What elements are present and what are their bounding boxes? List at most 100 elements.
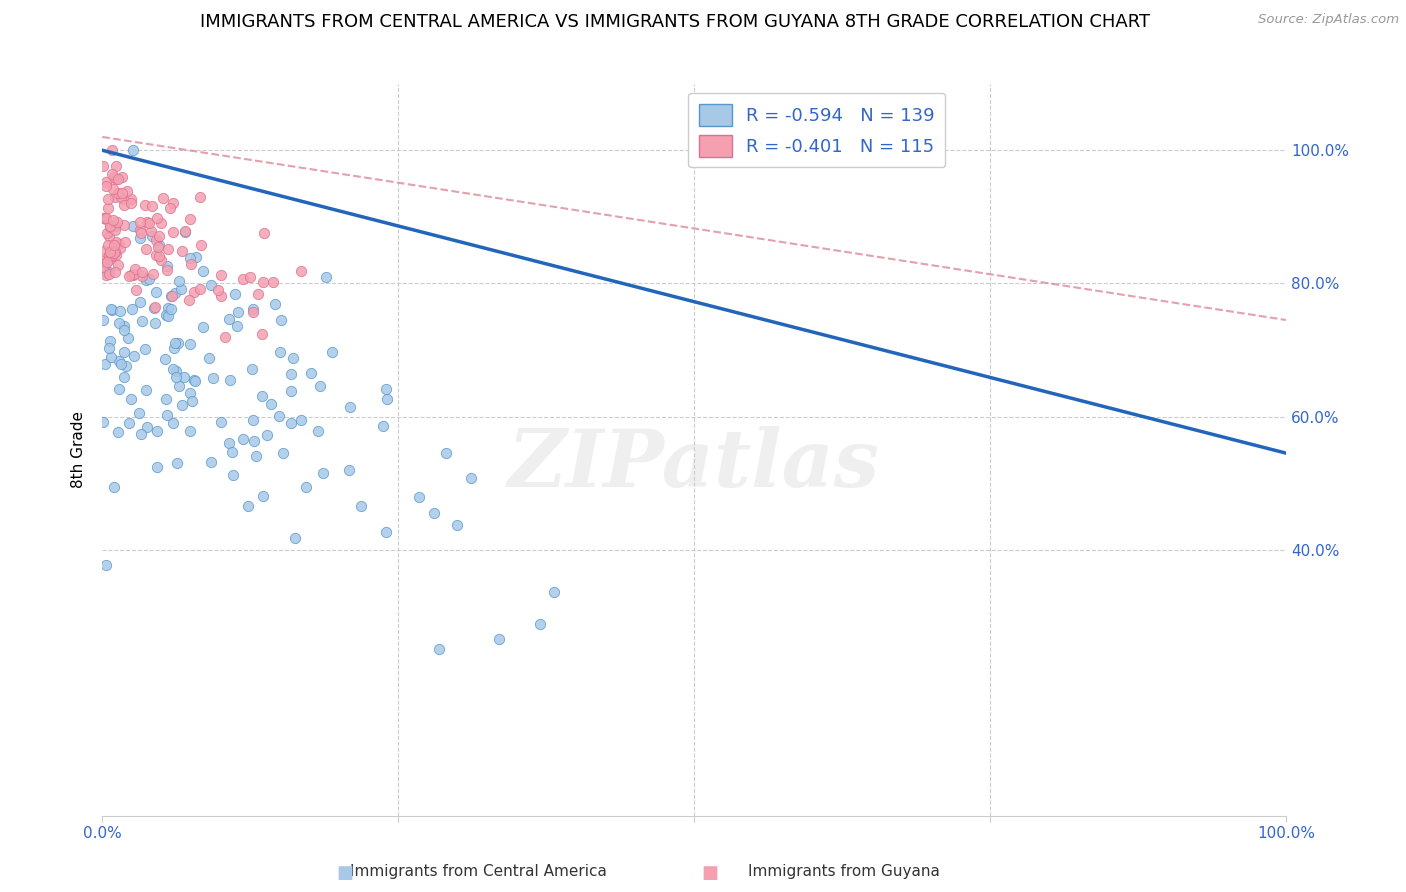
Point (200, 455, 222, 469)
Point (163, 285, 186, 300)
Legend: R = -0.594   N = 139, R = -0.401   N = 115: R = -0.594 N = 139, R = -0.401 N = 115 (689, 93, 945, 168)
Point (218, 436, 240, 450)
Point (159, 201, 181, 215)
Point (98, 252, 121, 266)
Point (221, 445, 243, 459)
Point (100, 248, 122, 262)
Point (101, 249, 124, 263)
Point (242, 305, 264, 319)
Text: Immigrants from Guyana: Immigrants from Guyana (748, 864, 939, 879)
Point (180, 257, 202, 271)
Point (94, 178, 117, 193)
Point (284, 531, 307, 545)
Point (375, 392, 398, 406)
Point (104, 235, 127, 249)
Point (188, 190, 211, 204)
Point (148, 237, 170, 252)
Point (112, 323, 135, 337)
Point (97, 192, 120, 206)
Point (162, 341, 184, 355)
Point (121, 302, 143, 317)
Point (103, 170, 125, 185)
Point (225, 319, 247, 334)
Point (165, 369, 187, 384)
Point (290, 413, 312, 427)
Point (105, 171, 128, 186)
Point (141, 229, 163, 244)
Point (129, 294, 152, 309)
Point (96, 226, 118, 240)
Point (120, 392, 142, 407)
Point (188, 282, 211, 296)
Point (371, 419, 394, 434)
Point (162, 225, 184, 239)
Point (166, 456, 188, 470)
Point (93, 244, 115, 259)
Point (131, 314, 153, 328)
Point (134, 198, 156, 212)
Point (108, 382, 131, 396)
Point (543, 584, 565, 599)
Point (100, 350, 122, 364)
Point (165, 364, 187, 378)
Point (427, 642, 450, 657)
Point (135, 383, 157, 397)
Point (156, 263, 179, 277)
Point (103, 246, 125, 260)
Point (321, 345, 343, 359)
Point (93, 313, 115, 327)
Point (201, 371, 224, 385)
Point (148, 229, 170, 244)
Point (112, 198, 135, 212)
Point (101, 212, 124, 227)
Point (117, 331, 139, 345)
Point (156, 409, 179, 423)
Point (134, 343, 156, 357)
Point (104, 223, 127, 237)
Point (339, 400, 361, 414)
Point (290, 263, 312, 277)
Point (173, 370, 195, 384)
Point (104, 265, 127, 279)
Point (98, 219, 121, 234)
Point (193, 320, 215, 334)
Point (446, 518, 468, 533)
Point (271, 446, 294, 460)
Point (157, 310, 180, 324)
Point (128, 215, 150, 229)
Point (179, 251, 201, 265)
Point (94, 211, 117, 225)
Point (375, 382, 398, 396)
Point (142, 267, 165, 281)
Point (98, 267, 121, 281)
Point (247, 287, 270, 301)
Point (115, 184, 138, 198)
Point (104, 244, 127, 259)
Point (146, 460, 169, 475)
Point (131, 268, 153, 283)
Point (312, 466, 335, 480)
Point (97, 265, 120, 279)
Point (242, 302, 264, 317)
Point (183, 373, 205, 387)
Point (173, 225, 195, 239)
Point (155, 352, 177, 367)
Point (96, 558, 118, 572)
Point (94, 175, 117, 189)
Point (349, 500, 371, 514)
Point (256, 428, 278, 442)
Point (105, 215, 128, 229)
Point (135, 272, 157, 286)
Point (138, 272, 160, 286)
Point (179, 212, 201, 227)
Point (152, 191, 174, 205)
Y-axis label: 8th Grade: 8th Grade (72, 411, 86, 488)
Point (488, 632, 510, 646)
Point (262, 275, 284, 289)
Point (172, 398, 194, 412)
Point (94, 268, 117, 283)
Point (135, 242, 157, 256)
Point (107, 425, 129, 439)
Point (162, 196, 184, 211)
Point (122, 349, 145, 363)
